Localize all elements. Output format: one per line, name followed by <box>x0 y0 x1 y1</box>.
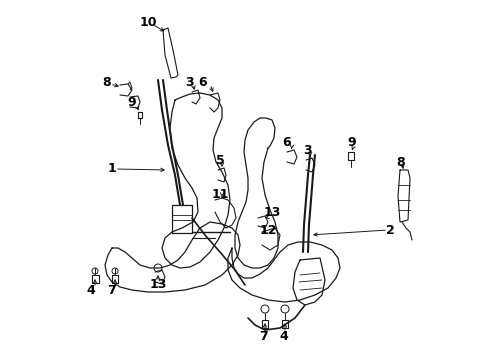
Text: 5: 5 <box>215 153 224 166</box>
Text: 7: 7 <box>258 330 267 343</box>
Text: 9: 9 <box>127 96 136 109</box>
Text: 9: 9 <box>347 136 356 149</box>
Text: 3: 3 <box>184 76 193 89</box>
Text: 6: 6 <box>198 76 207 89</box>
Text: 1: 1 <box>107 162 116 175</box>
Bar <box>172 205 192 233</box>
Text: 12: 12 <box>259 224 276 237</box>
Text: 3: 3 <box>302 144 311 158</box>
Text: 8: 8 <box>102 77 111 90</box>
Text: 10: 10 <box>139 15 157 28</box>
Text: 13: 13 <box>149 279 166 292</box>
Text: 13: 13 <box>263 207 280 220</box>
Text: 2: 2 <box>385 224 393 237</box>
Text: 4: 4 <box>86 284 95 297</box>
Text: 8: 8 <box>396 156 405 168</box>
Text: 6: 6 <box>282 136 291 149</box>
Text: 11: 11 <box>211 189 228 202</box>
Text: 7: 7 <box>106 284 115 297</box>
Text: 4: 4 <box>279 330 288 343</box>
